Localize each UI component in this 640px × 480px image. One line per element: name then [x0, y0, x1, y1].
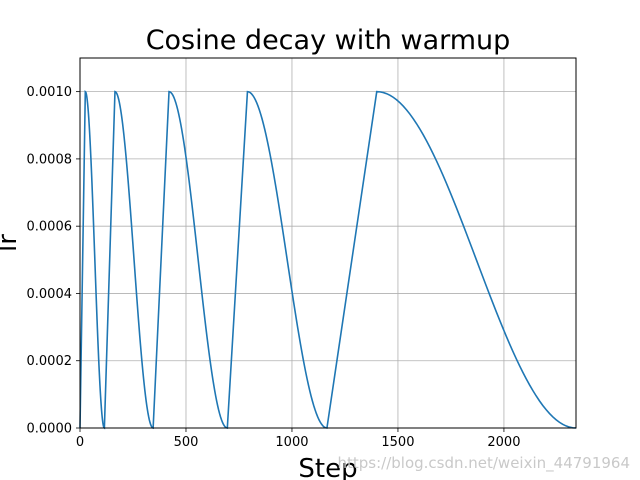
- x-tick-label: 1500: [381, 435, 414, 450]
- ticks: 0 500 1000 1500 2000 0.0000 0.0002 0.0004 0.0006…: [27, 85, 521, 450]
- y-axis-label: lr: [0, 234, 23, 252]
- y-tick-label: 0.0006: [27, 220, 73, 235]
- y-tick-label: 0.0000: [27, 422, 73, 437]
- chart-title: Cosine decay with warmup: [146, 25, 511, 56]
- y-tick-label: 0.0004: [27, 287, 73, 302]
- x-tick-label: 0: [76, 435, 84, 450]
- x-tick-label: 500: [174, 435, 199, 450]
- x-axis-label: Step: [298, 454, 357, 480]
- plot-frame: [79, 57, 577, 429]
- watermark: https://blog.csdn.net/weixin_44791964: [337, 454, 630, 473]
- y-tick-label: 0.0008: [27, 152, 73, 167]
- series-line: [79, 90, 577, 430]
- y-tick-label: 0.0010: [27, 85, 73, 100]
- x-tick-label: 1000: [275, 435, 308, 450]
- grid: [79, 58, 576, 429]
- y-tick-label: 0.0002: [27, 354, 73, 369]
- x-tick-label: 2000: [487, 435, 520, 450]
